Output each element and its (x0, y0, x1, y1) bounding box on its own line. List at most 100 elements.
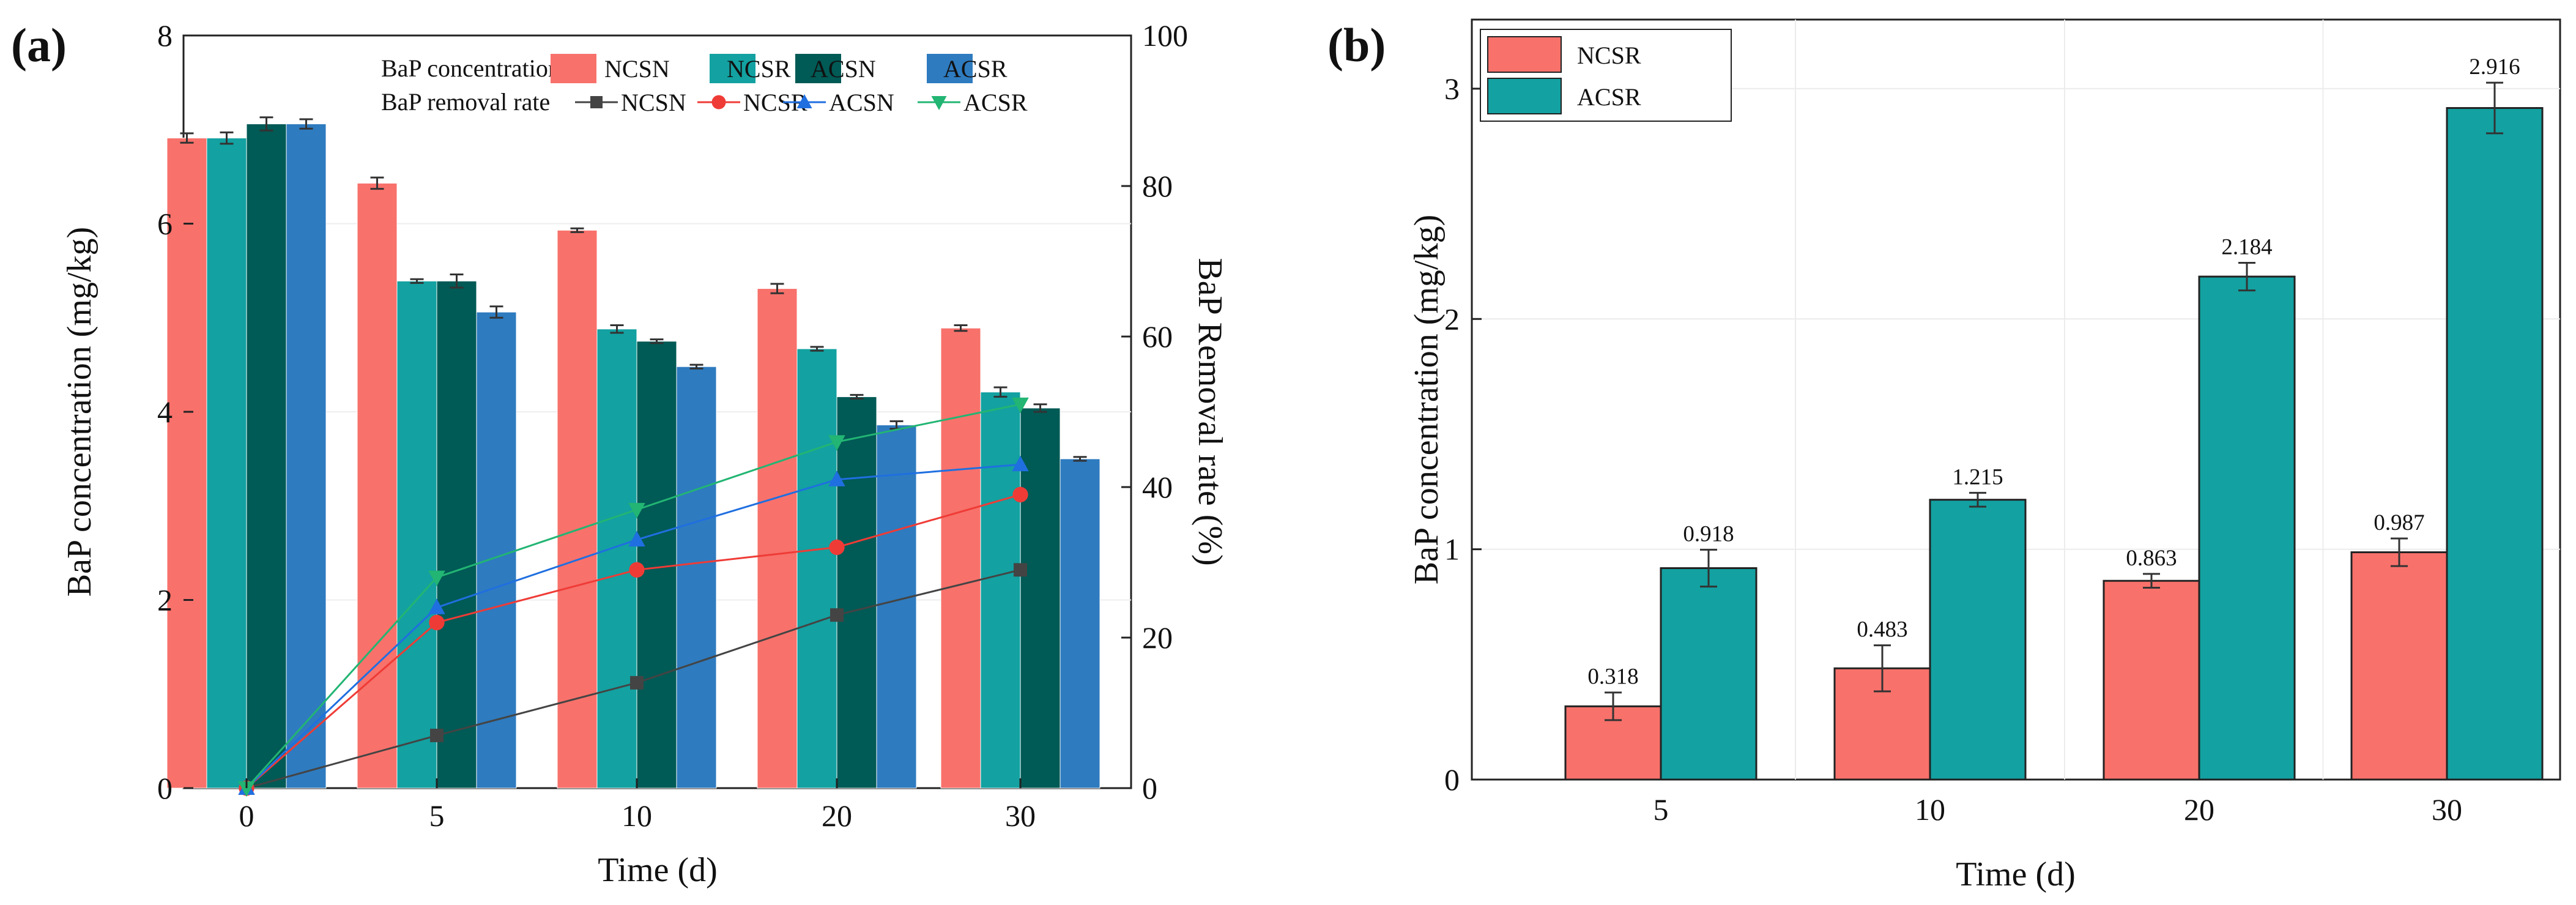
panel-a-y2-tick-label: 100 (1142, 18, 1188, 53)
bar-acsn-day-10 (636, 341, 677, 789)
error-bar-acsr-day-30 (2486, 81, 2503, 135)
error-bar-ncsn-day-0 (180, 132, 194, 144)
error-bar-acsr-day-10 (689, 363, 703, 370)
error-bar-acsn-day-10 (650, 338, 664, 344)
bar-ncsn-day-30 (940, 327, 981, 789)
data-label-acsr-day-30: 2.916 (2469, 54, 2520, 80)
error-bar-acsr-day-5 (489, 305, 503, 319)
error-bar-ncsr-day-30 (993, 386, 1008, 398)
panel-b-gridlines (1472, 20, 2560, 780)
panel-a-y-axis: 0 2 4 6 8 (157, 18, 193, 805)
panel-a-x-axis-title: Time (d) (598, 851, 718, 889)
panel-b-x-axis-title: Time (d) (1956, 855, 2076, 893)
bar-acsn-day-0 (246, 124, 287, 789)
legend-bar-swatch-acsn (795, 54, 841, 83)
panel-a-y2-tick-label: 60 (1142, 319, 1173, 354)
legend-swatch-ncsr (1487, 36, 1562, 73)
bar-acsr-day-30 (2446, 107, 2544, 781)
panel-a-bars (166, 116, 1101, 789)
legend-line-marker-ncsn (590, 96, 603, 108)
panel-b-y-tick-label: 2 (1444, 302, 1460, 336)
error-bar-ncsr-day-20 (2143, 573, 2160, 589)
legend-bar-swatch-ncsr (710, 54, 755, 83)
legend-bar-swatch-ncsn (551, 54, 596, 83)
panel-b-y-tick-label: 1 (1444, 532, 1460, 567)
error-bar-acsr-day-5 (1700, 548, 1717, 588)
panel-b-x-tick-label: 5 (1654, 792, 1669, 827)
panel-a-legend: BaP concentration BaP removal rate NCSN N… (381, 54, 1028, 116)
removal-point-acsr-day-20 (828, 435, 845, 451)
panel-a-y2-tick-label: 80 (1142, 169, 1173, 203)
removal-point-ncsn-day-20 (830, 608, 844, 622)
bar-acsr-day-30 (1060, 458, 1101, 789)
panel-a-x-tick-label: 30 (1005, 799, 1036, 833)
error-bar-acsr-day-10 (1969, 491, 1986, 508)
panel-b-x-tick-label: 10 (1915, 792, 1945, 827)
removal-point-ncsn-day-30 (1014, 563, 1027, 577)
panel-b-x-tick-label: 30 (2432, 792, 2462, 827)
error-bar-ncsr-day-30 (2391, 537, 2408, 567)
error-bar-ncsr-day-10 (1874, 644, 1891, 693)
error-bar-ncsr-day-5 (410, 278, 424, 284)
data-label-acsr-day-20: 2.184 (2221, 234, 2272, 259)
error-bar-acsr-day-30 (1073, 456, 1087, 462)
panel-a-y2-tick-label: 0 (1142, 771, 1157, 805)
error-bar-acsn-day-30 (1033, 403, 1047, 413)
legend-line-marker-acsr (931, 96, 947, 110)
panel-b-y-axis: 0 1 2 3 (1444, 72, 1482, 797)
removal-point-ncsn-day-10 (630, 676, 644, 690)
bar-ncsr-day-20 (2103, 579, 2200, 781)
removal-point-acsr-day-5 (428, 570, 445, 586)
bar-ncsn-day-0 (166, 138, 207, 789)
removal-point-acsr-day-0 (238, 781, 255, 797)
error-bar-acsn-day-5 (450, 274, 464, 289)
bar-ncsn-day-10 (557, 229, 598, 789)
panel-b: (b) 0.318 0.483 0.863 0.987 0.918 1.215 2.184 2… (1327, 18, 2561, 893)
panel-b-y-tick-label: 3 (1444, 72, 1460, 106)
bar-ncsn-day-20 (757, 288, 798, 789)
bar-ncsr-day-30 (2350, 551, 2448, 781)
legend-line-marker-acsn (796, 94, 812, 108)
bar-acsn-day-20 (836, 396, 877, 789)
error-bar-acsn-day-20 (850, 393, 864, 400)
panel-a-y2-tick-label: 20 (1142, 620, 1173, 655)
legend-swatch-acsr (1487, 78, 1562, 114)
legend-bar-title: BaP concentration (381, 54, 560, 82)
panel-a-y-tick-label: 6 (157, 207, 173, 241)
panel-b-bars: 0.318 0.483 0.863 0.987 0.918 1.215 2.184 2.916 (1564, 54, 2544, 781)
data-label-ncsr-day-30: 0.987 (2374, 510, 2424, 535)
bar-acsr-day-20 (2198, 275, 2296, 781)
panel-a-y-axis-title: BaP concentration (mg/kg) (61, 227, 98, 597)
removal-point-ncsr-day-20 (829, 539, 845, 556)
panel-a: (a) 0 2 4 6 8 0 20 40 60 80 100 0 5 10 20 30 Time (d)… (11, 18, 1229, 889)
error-bar-ncsn-day-5 (370, 176, 384, 190)
data-label-ncsr-day-20: 0.863 (2126, 546, 2177, 571)
panel-a-y2-axis-title: BaP Removal rate (%) (1191, 258, 1229, 565)
panel-a-x-tick-label: 10 (622, 799, 652, 833)
bar-acsr-day-0 (286, 124, 327, 789)
bar-acsr-day-20 (876, 425, 917, 789)
panel-a-y-tick-label: 4 (157, 395, 173, 429)
panel-a-y2-axis: 0 20 40 60 80 100 (1121, 18, 1188, 805)
legend-label-ncsr: NCSR (1577, 42, 1641, 69)
error-bar-ncsr-day-0 (220, 131, 234, 145)
legend-line-label-acsn: ACSN (829, 89, 894, 116)
panel-b-legend: NCSR ACSR (1480, 29, 1732, 122)
bar-acsn-day-30 (1020, 408, 1061, 789)
removal-point-acsn-day-10 (628, 531, 645, 547)
bar-acsr-day-5 (476, 311, 517, 789)
legend-bar-label-acsr: ACSR (943, 55, 1008, 83)
panel-a-y-tick-label: 8 (157, 18, 173, 53)
panel-a-y2-tick-label: 40 (1142, 470, 1173, 504)
legend-bar-label-ncsr: NCSR (727, 55, 791, 83)
legend-label-acsr: ACSR (1577, 83, 1641, 111)
removal-point-acsn-day-5 (428, 598, 445, 614)
legend-bar-label-ncsn: NCSN (604, 55, 670, 83)
error-bar-ncsn-day-10 (570, 227, 584, 233)
panel-b-x-tick-label: 20 (2184, 792, 2214, 827)
bar-acsr-day-5 (1660, 567, 1758, 781)
bar-ncsr-day-10 (596, 329, 637, 789)
error-bar-ncsr-day-20 (810, 346, 824, 352)
bar-ncsr-day-20 (796, 348, 837, 789)
